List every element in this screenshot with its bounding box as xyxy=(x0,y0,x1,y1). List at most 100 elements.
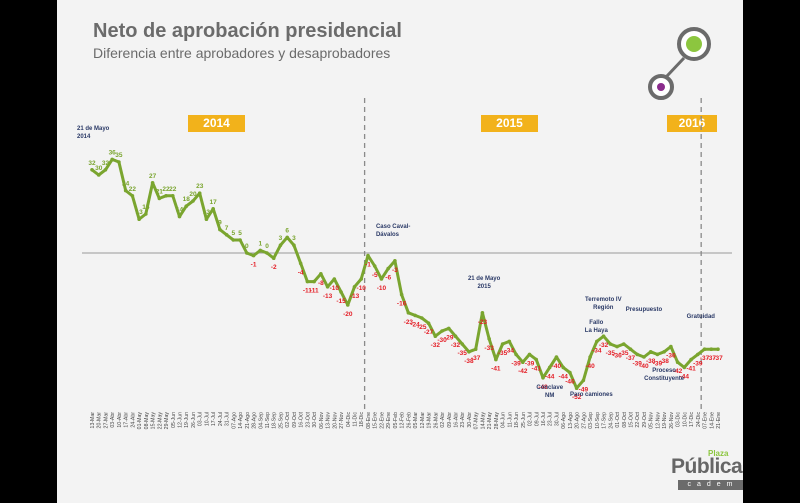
annotation-1: Caso Caval- xyxy=(376,224,410,230)
data-point xyxy=(568,370,572,375)
x-tick-label: 14-Ene xyxy=(709,412,715,429)
x-tick-label: 21-Ene xyxy=(716,412,722,429)
data-point xyxy=(635,352,640,357)
data-point xyxy=(588,355,592,359)
logo-plaza-text: Plaza xyxy=(708,449,729,458)
x-tick-label: 29-May xyxy=(164,412,170,430)
x-tick-label: 16-Abr xyxy=(453,412,459,428)
x-tick-label: 23-Jul xyxy=(548,412,554,426)
data-label: 17 xyxy=(210,199,218,206)
data-label: -1 xyxy=(251,262,257,269)
data-label: 32 xyxy=(88,160,96,167)
data-label: -5 xyxy=(372,272,378,279)
data-point xyxy=(581,378,586,383)
data-point xyxy=(426,321,431,326)
data-point xyxy=(534,357,539,362)
data-point xyxy=(460,342,465,346)
year-label-2016: 2016 xyxy=(667,115,717,132)
x-tick-label: 30-Abr xyxy=(467,412,473,428)
data-point xyxy=(123,188,128,193)
x-tick-label: 03-Jul xyxy=(198,412,204,426)
data-label: -23 xyxy=(404,319,414,326)
x-tick-label: 01-Oct xyxy=(615,411,621,427)
data-point xyxy=(177,214,182,219)
data-label: 21 xyxy=(156,188,164,195)
x-tick-label: 12-Nov xyxy=(655,412,661,429)
data-point xyxy=(345,303,350,307)
data-point xyxy=(211,207,215,211)
data-label: -35 xyxy=(606,350,616,357)
data-label: -34 xyxy=(592,347,602,354)
x-tick-label: 05-Jun xyxy=(171,412,177,428)
data-point xyxy=(541,376,545,380)
data-label: -38 xyxy=(464,358,474,365)
data-label: -38 xyxy=(646,358,656,365)
data-point xyxy=(628,347,633,352)
data-point xyxy=(399,292,404,297)
x-tick-label: 14-Ago xyxy=(238,412,244,429)
data-label: -44 xyxy=(680,373,690,380)
annotation-1: Dávalos xyxy=(376,232,400,238)
data-point xyxy=(514,352,518,357)
x-tick-label: 27-Nov xyxy=(339,412,345,429)
data-label: -4 xyxy=(298,269,304,276)
data-point xyxy=(117,160,121,164)
x-tick-label: 06-Nov xyxy=(319,412,325,429)
data-point xyxy=(696,352,700,357)
data-point xyxy=(420,316,424,320)
x-tick-label: 18-Sep xyxy=(272,412,278,429)
data-point xyxy=(601,334,606,339)
x-tick-label: 07-May xyxy=(474,412,480,430)
annotation-8: Constituyente xyxy=(644,376,685,382)
x-tick-label: 09-Abr xyxy=(447,412,453,428)
data-label: -42 xyxy=(518,368,528,375)
data-label: -29 xyxy=(444,334,454,341)
x-tick-label: 03-Abr xyxy=(110,412,116,428)
x-tick-label: 20-Mar xyxy=(97,412,103,429)
data-point xyxy=(218,227,222,232)
data-label: -37 xyxy=(471,355,481,362)
data-label: -16 xyxy=(397,301,407,308)
x-tick-label: 24-Abr xyxy=(130,412,136,428)
annotation-6: Terremoto IV xyxy=(585,297,622,303)
x-tick-label: 15-Ene xyxy=(373,412,379,429)
data-point xyxy=(339,290,343,294)
data-point xyxy=(675,360,680,365)
data-point xyxy=(164,194,168,198)
data-label: -41 xyxy=(532,366,542,373)
x-tick-label: 04-Sep xyxy=(258,412,264,429)
data-point xyxy=(90,168,94,172)
data-point xyxy=(332,277,337,281)
annotation-2: 2015 xyxy=(477,284,491,290)
data-point xyxy=(433,334,438,339)
data-label: -24 xyxy=(410,321,420,328)
data-point xyxy=(292,243,296,247)
annotation-3: NM xyxy=(545,393,554,399)
data-point xyxy=(386,266,390,271)
data-point xyxy=(312,279,316,284)
data-label: 13 xyxy=(136,209,144,216)
x-tick-label: 14-May xyxy=(480,412,486,430)
data-point xyxy=(110,157,114,162)
data-point xyxy=(204,217,209,221)
x-tick-label: 18-Dic xyxy=(359,412,365,427)
x-tick-label: 09-Jul xyxy=(534,412,540,426)
data-point xyxy=(231,238,236,242)
x-tick-label: 13-Mar xyxy=(90,412,96,429)
x-tick-label: 13-Nov xyxy=(326,412,332,429)
x-tick-label: 20-Ago xyxy=(575,412,581,429)
data-point xyxy=(238,238,242,242)
data-label: -1 xyxy=(365,262,371,269)
x-tick-label: 16-Oct xyxy=(299,411,305,427)
data-point xyxy=(574,386,579,391)
data-label: -35 xyxy=(619,350,629,357)
data-label: -36 xyxy=(666,353,676,360)
data-label: -48 xyxy=(538,384,548,391)
x-tick-label: 05-Feb xyxy=(393,412,399,429)
data-point xyxy=(184,204,189,208)
data-label: -40 xyxy=(552,363,562,370)
data-point xyxy=(702,347,707,352)
annotation-8: Proceso xyxy=(652,368,676,374)
data-label: -37 xyxy=(626,355,636,362)
x-tick-label: 26-Nov xyxy=(669,412,675,429)
